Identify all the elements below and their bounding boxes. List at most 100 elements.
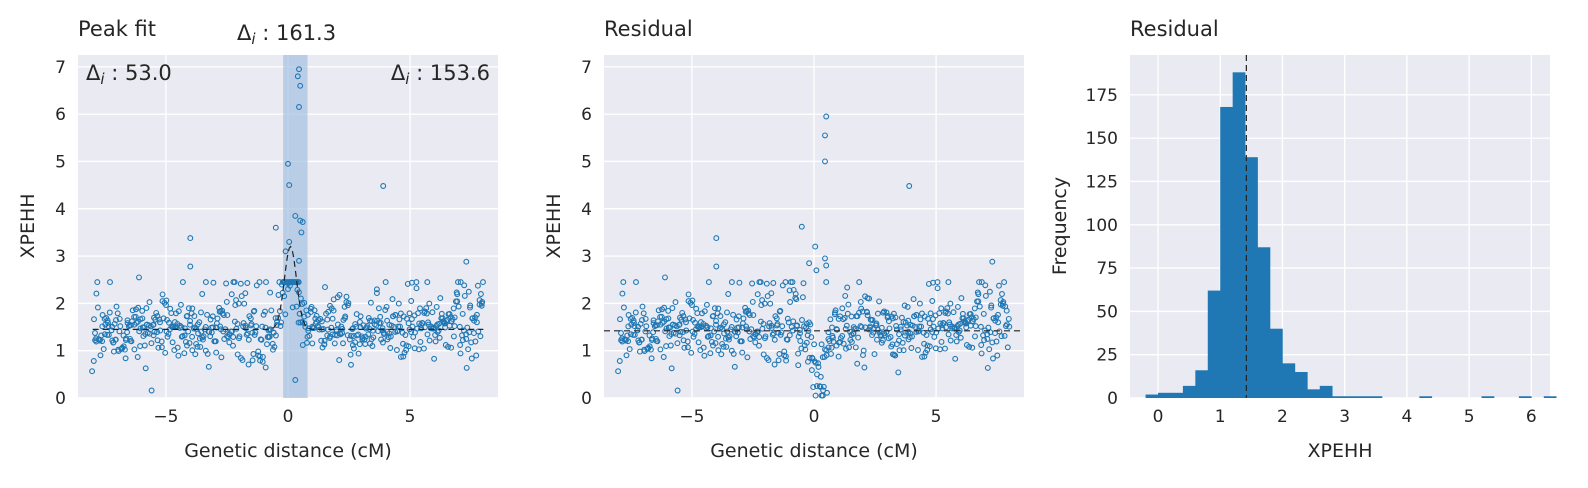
- data-point: [711, 305, 718, 312]
- data-point: [429, 309, 436, 316]
- data-point: [377, 313, 384, 320]
- x-tick-label: −5: [153, 407, 178, 427]
- data-point: [204, 350, 211, 357]
- data-point: [386, 330, 393, 337]
- data-point: [451, 314, 458, 321]
- data-point: [424, 279, 431, 286]
- histogram-bar: [1220, 106, 1233, 398]
- data-point: [108, 327, 115, 334]
- data-point: [845, 301, 852, 308]
- data-point: [431, 355, 438, 362]
- data-point: [435, 327, 442, 334]
- data-point: [339, 330, 346, 336]
- data-point: [89, 368, 96, 375]
- data-point: [661, 304, 668, 311]
- data-point: [181, 325, 188, 332]
- data-point: [365, 315, 372, 321]
- data-point: [982, 292, 989, 299]
- data-point: [723, 343, 730, 350]
- y-tick-label: 6: [581, 105, 592, 125]
- data-point: [189, 305, 196, 312]
- delta-symbol: Δ: [391, 61, 406, 85]
- data-point: [278, 319, 285, 326]
- data-point: [976, 279, 983, 286]
- data-point: [899, 339, 906, 346]
- data-point: [153, 309, 160, 316]
- data-point: [976, 303, 983, 310]
- data-point: [823, 113, 830, 120]
- data-point: [218, 354, 225, 361]
- data-point: [815, 360, 822, 367]
- data-point: [128, 338, 135, 345]
- data-point: [208, 329, 215, 336]
- data-point: [975, 298, 982, 305]
- histogram-bar: [1145, 394, 1159, 398]
- y-tick-label: 7: [55, 58, 66, 78]
- data-point: [294, 73, 301, 80]
- data-point: [272, 332, 279, 339]
- data-point: [234, 351, 241, 358]
- data-point: [405, 343, 412, 350]
- data-point: [373, 290, 380, 297]
- data-point: [846, 344, 852, 351]
- data-point: [633, 279, 639, 286]
- data-point: [647, 346, 654, 353]
- data-point: [370, 334, 377, 341]
- data-point: [654, 338, 661, 345]
- data-point: [292, 212, 299, 219]
- y-tick-label: 175: [1086, 86, 1118, 106]
- data-point: [200, 333, 207, 340]
- data-point: [897, 326, 904, 333]
- y-tick-label: 0: [55, 389, 66, 409]
- data-point: [786, 287, 793, 294]
- data-point: [784, 336, 791, 343]
- data-point: [730, 311, 737, 318]
- data-point: [864, 309, 871, 316]
- data-point: [297, 82, 304, 89]
- residual-histogram-title: Residual: [1130, 17, 1219, 41]
- data-point: [377, 319, 384, 326]
- data-point: [792, 290, 799, 297]
- data-point: [986, 346, 993, 353]
- data-point: [980, 310, 987, 317]
- data-point: [883, 329, 890, 336]
- data-point: [212, 338, 219, 345]
- data-point: [655, 307, 662, 314]
- data-point: [825, 329, 832, 336]
- data-point: [193, 340, 200, 347]
- data-point: [995, 319, 1002, 326]
- data-point: [371, 317, 378, 324]
- data-point: [916, 300, 923, 307]
- data-point: [1006, 323, 1013, 330]
- data-point: [405, 320, 412, 327]
- data-point: [185, 305, 192, 312]
- data-point: [794, 322, 801, 329]
- histogram-bar: [1319, 385, 1333, 398]
- data-point: [345, 300, 352, 307]
- data-point: [972, 333, 978, 340]
- data-point: [990, 355, 996, 362]
- y-tick-label: 100: [1086, 216, 1118, 236]
- data-point: [199, 291, 206, 297]
- data-point: [105, 331, 112, 338]
- data-point: [822, 158, 828, 165]
- data-point: [756, 342, 762, 349]
- data-point: [768, 322, 775, 329]
- data-point: [798, 345, 805, 352]
- data-point: [660, 354, 667, 360]
- data-point: [262, 308, 268, 315]
- histogram-bar: [1419, 396, 1433, 398]
- delta-annotation-left: Δi : 53.0: [86, 61, 172, 88]
- data-point: [676, 332, 683, 339]
- data-point: [475, 328, 482, 335]
- data-point: [163, 297, 170, 304]
- data-point: [228, 328, 235, 335]
- data-point: [777, 307, 784, 314]
- data-point: [224, 312, 231, 319]
- data-point: [802, 346, 809, 353]
- data-point: [343, 293, 350, 300]
- data-point: [1001, 279, 1008, 286]
- data-point: [234, 320, 241, 327]
- data-point: [617, 316, 623, 323]
- data-point: [828, 350, 834, 357]
